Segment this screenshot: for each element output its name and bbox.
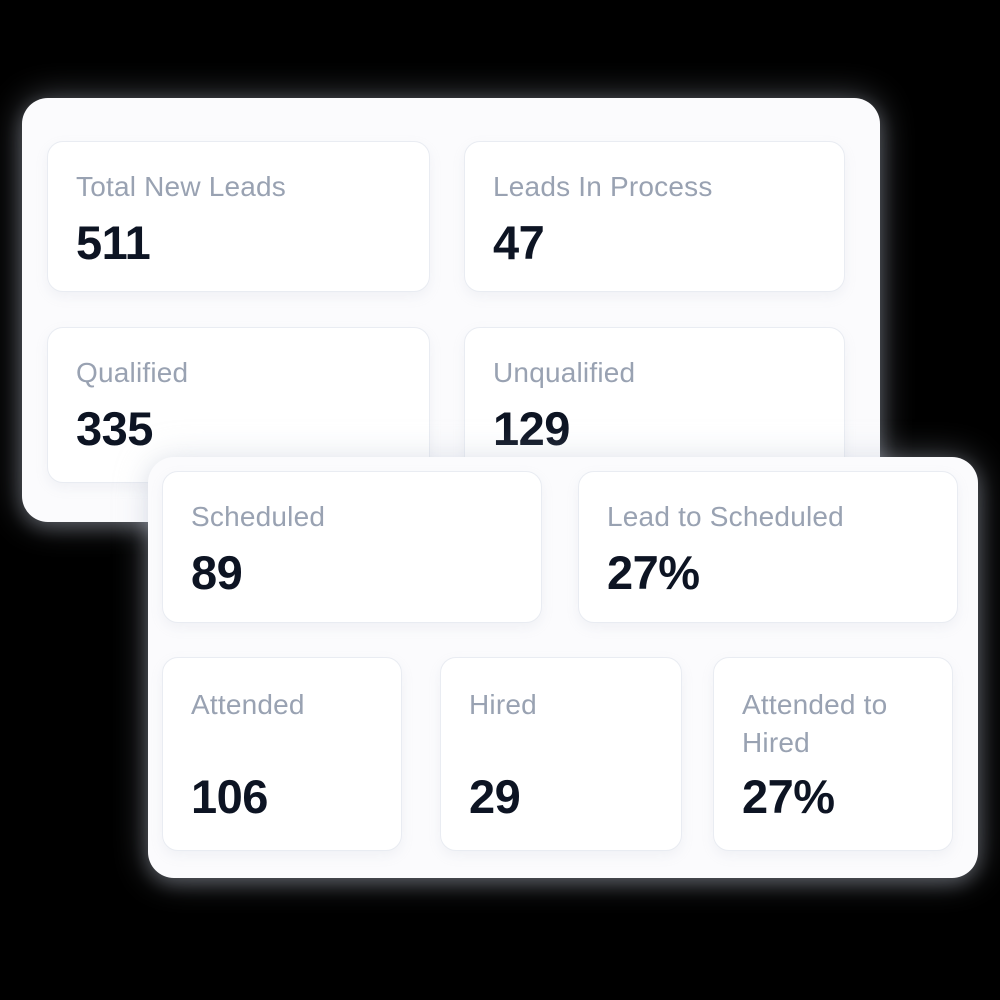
- stat-card-attended: Attended 106: [162, 657, 402, 851]
- stat-card-leads-in-process: Leads In Process 47: [464, 141, 845, 292]
- stat-label: Unqualified: [493, 357, 636, 388]
- stat-label: Leads In Process: [493, 171, 713, 202]
- stat-value: 29: [469, 769, 521, 823]
- stat-card-attended-to-hired: Attended to Hired 27%: [713, 657, 953, 851]
- stat-value: 335: [76, 401, 153, 455]
- stat-label: Attended to Hired: [742, 689, 888, 758]
- stat-value: 47: [493, 215, 545, 269]
- stat-value: 27%: [742, 769, 835, 823]
- stat-card-scheduled: Scheduled 89: [162, 471, 542, 623]
- stat-value: 511: [76, 215, 151, 269]
- stat-label: Hired: [469, 689, 537, 720]
- stat-value: 129: [493, 401, 570, 455]
- stat-card-total-new-leads: Total New Leads 511: [47, 141, 430, 292]
- stat-card-hired: Hired 29: [440, 657, 682, 851]
- stat-value: 106: [191, 769, 268, 823]
- scheduling-summary-panel: Scheduled 89 Lead to Scheduled 27% Atten…: [148, 457, 978, 878]
- leads-summary-panel: Total New Leads 511 Leads In Process 47 …: [22, 98, 880, 522]
- stat-label: Lead to Scheduled: [607, 501, 844, 532]
- stat-value: 27%: [607, 545, 700, 599]
- stat-card-lead-to-scheduled: Lead to Scheduled 27%: [578, 471, 958, 623]
- stat-label: Attended: [191, 689, 305, 720]
- stat-label: Scheduled: [191, 501, 326, 532]
- stat-label: Total New Leads: [76, 171, 287, 202]
- stat-label: Qualified: [76, 357, 189, 388]
- stat-value: 89: [191, 545, 243, 599]
